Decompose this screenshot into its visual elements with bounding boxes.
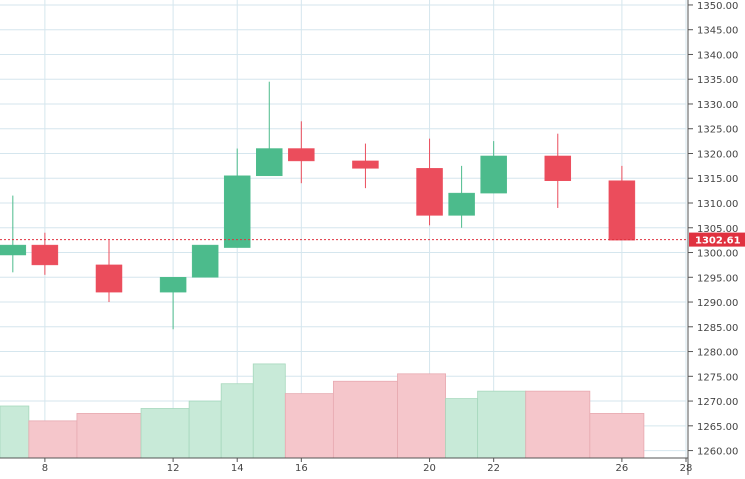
x-tick-label: 16 [295,463,308,474]
candle-up [223,148,251,248]
candle-body [95,264,123,293]
candle-body [31,244,59,266]
candle-body [191,244,219,278]
y-tick-label: 1310.00 [697,199,738,210]
y-tick-label: 1335.00 [697,75,738,86]
y-tick-label: 1325.00 [697,125,738,136]
y-axis-ticks: 1260.00 1265.00 1270.00 1275.00 1280.00 1285.… [688,1,738,458]
x-tick-label: 14 [231,463,244,474]
volume-bar-down [76,413,142,459]
y-tick-label: 1345.00 [697,26,738,37]
y-tick-label: 1265.00 [697,422,738,433]
candle-body [288,148,315,162]
y-tick-label: 1280.00 [697,348,738,359]
volume-bar-up [252,363,286,459]
candle-body [352,160,379,169]
candle-body [480,155,507,194]
y-tick-label: 1330.00 [697,100,738,111]
candles [0,81,636,330]
candle-down [352,143,379,189]
x-tick-label: 20 [423,463,436,474]
candle-body [416,168,443,216]
candle-down [608,165,636,241]
y-tick-label: 1260.00 [697,447,738,458]
y-tick-label: 1300.00 [697,249,738,260]
y-tick-label: 1285.00 [697,323,738,334]
volume-bar-up [188,400,222,459]
y-tick-label: 1350.00 [697,1,738,12]
volume-bar-up [220,383,254,459]
candle-up [448,165,475,228]
y-tick-label: 1290.00 [697,298,738,309]
x-tick-label: 26 [616,463,629,474]
candle-down [95,240,123,303]
candle-up [256,81,283,177]
horizontal-gridlines [0,4,686,452]
y-tick-label: 1340.00 [697,50,738,61]
candle-up [0,195,27,273]
candle-up [480,141,507,194]
volume-bar-up [0,405,30,459]
candle-down [416,138,443,226]
volume-bar-up [445,398,479,459]
candle-body [608,180,636,241]
y-tick-label: 1315.00 [697,174,738,185]
y-tick-label: 1270.00 [697,397,738,408]
y-tick-label: 1305.00 [697,224,738,235]
candle-body [0,244,27,256]
last-price-label: 1302.61 [695,236,741,247]
x-axis-ticks: 8 12 14 16 20 22 26 28 [42,458,693,474]
x-tick-label: 8 [42,463,48,474]
y-tick-label: 1275.00 [697,372,738,383]
volume-bar-down [28,420,78,459]
x-tick-label: 12 [167,463,180,474]
last-price-badge-bg [689,232,745,247]
volume-bar-down [397,373,446,459]
candle-body [544,155,572,181]
candle-up [159,277,187,330]
candle-down [31,232,59,275]
y-tick-label: 1295.00 [697,273,738,284]
candle-body [448,192,475,216]
candle-body [223,175,251,248]
volume-bars [0,363,645,459]
candle-body [159,277,187,293]
volume-bar-down [525,390,591,459]
volume-bar-down [284,393,334,459]
candle-body [256,148,283,177]
last-price-badge: 1302.61 [689,232,745,247]
volume-bar-down [589,413,645,459]
y-tick-label: 1320.00 [697,149,738,160]
candle-down [288,121,315,184]
candle-down [544,133,572,208]
volume-bar-up [477,390,527,459]
x-tick-label: 22 [487,463,500,474]
volume-bar-up [140,408,190,459]
volume-bar-down [332,380,398,459]
candle-up [191,244,219,278]
x-tick-label: 28 [680,463,693,474]
